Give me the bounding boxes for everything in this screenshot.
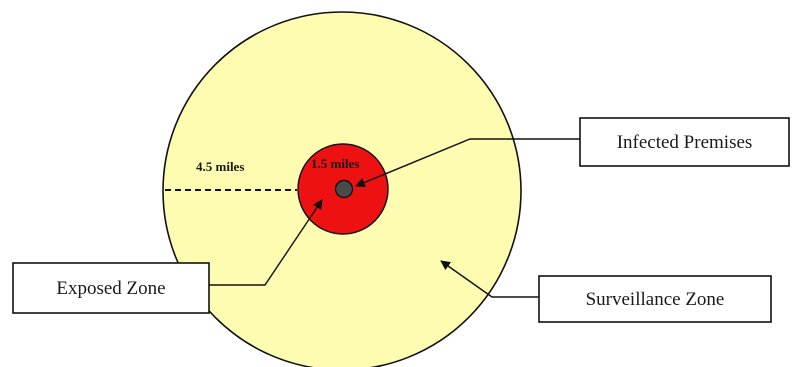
- infected-premises-dot: [334, 179, 354, 199]
- infected-premises-box: [579, 117, 790, 167]
- exposed-zone-leader: [209, 199, 323, 286]
- inner-radius-label: 1.5 miles: [311, 156, 359, 171]
- infected-premises-callout: Infected Premises: [579, 117, 790, 167]
- exposed-zone-box: [12, 262, 210, 314]
- infected-premises-text: Infected Premises: [617, 132, 753, 153]
- surveillance-zone-box: [538, 275, 772, 323]
- infected-premises-leader: [355, 138, 580, 188]
- surveillance-zone-callout: Surveillance Zone: [538, 275, 772, 323]
- outer-radius-label: 4.5 miles: [196, 159, 244, 174]
- exposed-zone-callout: Exposed Zone: [12, 262, 210, 314]
- surveillance-zone-leader: [440, 260, 539, 298]
- surveillance-zone-text: Surveillance Zone: [586, 289, 725, 310]
- exposed-zone-text: Exposed Zone: [56, 278, 165, 299]
